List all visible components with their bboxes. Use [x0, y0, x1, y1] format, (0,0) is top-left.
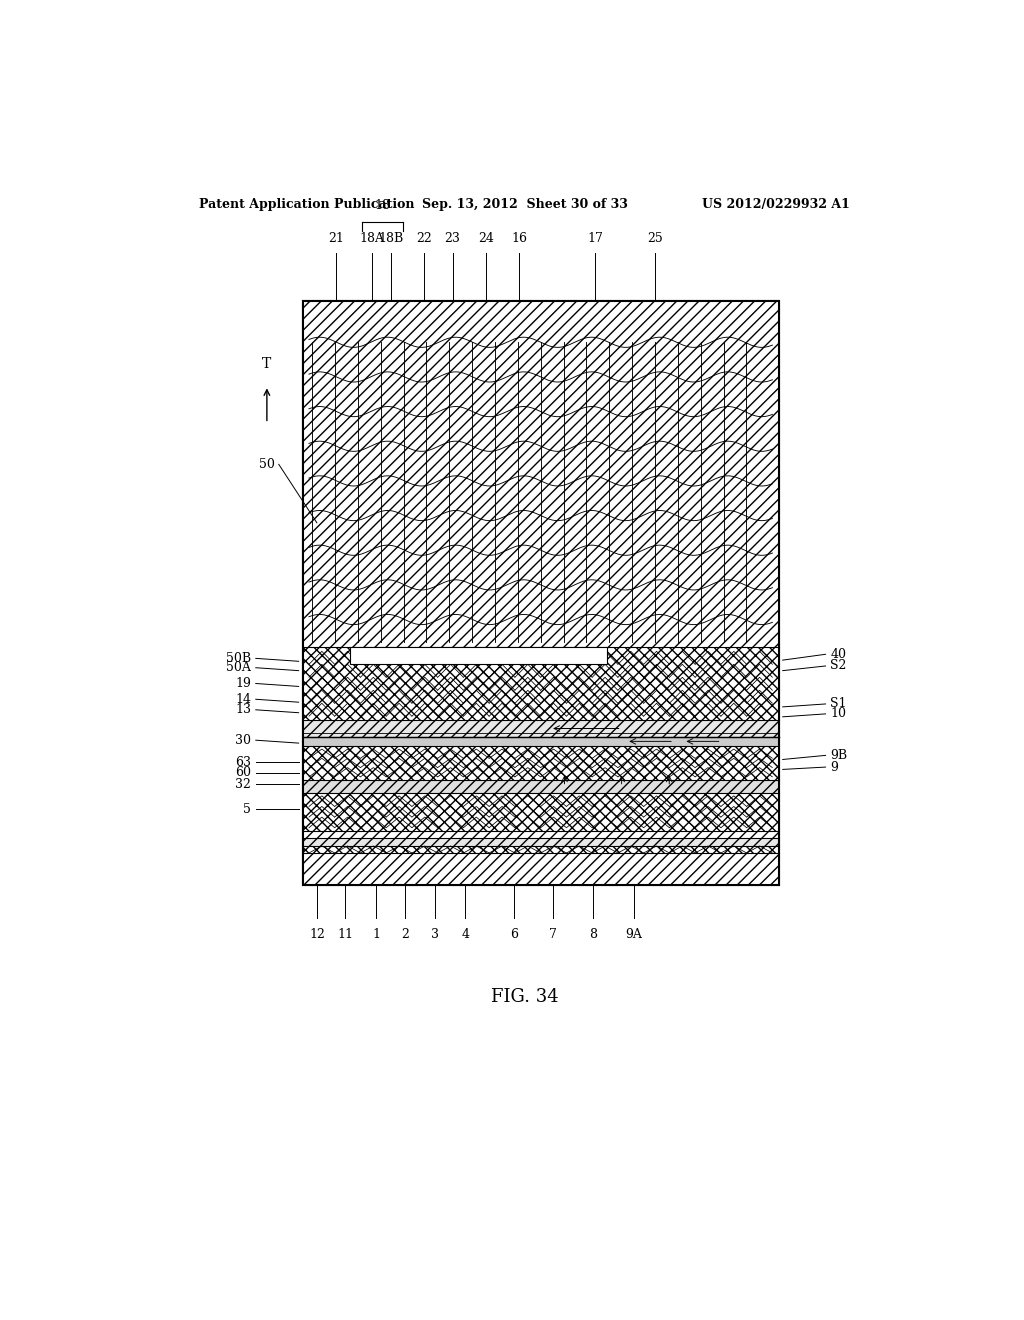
Text: 17: 17 [588, 232, 603, 244]
Text: 21: 21 [328, 232, 344, 244]
Bar [303, 721, 778, 737]
Text: 16: 16 [511, 232, 527, 244]
Text: 50: 50 [259, 458, 274, 471]
Text: 6: 6 [511, 928, 518, 941]
Bar [303, 853, 778, 886]
Text: S1: S1 [830, 697, 847, 710]
Text: 11: 11 [338, 928, 353, 941]
Bar [303, 793, 778, 830]
Text: T: T [262, 358, 271, 371]
Text: 18: 18 [375, 199, 390, 213]
Text: 10: 10 [830, 708, 846, 721]
Bar [303, 301, 778, 886]
Text: 1: 1 [373, 928, 380, 941]
Text: 19: 19 [236, 677, 251, 690]
Text: 9B: 9B [830, 748, 848, 762]
Text: 2: 2 [401, 928, 409, 941]
Text: 18B: 18B [378, 232, 403, 244]
Bar [303, 737, 778, 746]
Text: Sep. 13, 2012  Sheet 30 of 33: Sep. 13, 2012 Sheet 30 of 33 [422, 198, 628, 211]
Text: 22: 22 [416, 232, 432, 244]
Text: 9A: 9A [625, 928, 642, 941]
Text: 7: 7 [549, 928, 556, 941]
Bar [303, 746, 778, 780]
Text: 40: 40 [830, 648, 846, 661]
Text: 60: 60 [234, 767, 251, 779]
Text: 50B: 50B [226, 652, 251, 665]
Text: 14: 14 [234, 693, 251, 706]
Text: 3: 3 [431, 928, 439, 941]
Text: 25: 25 [647, 232, 663, 244]
Text: FIG. 34: FIG. 34 [490, 987, 559, 1006]
Text: 30: 30 [234, 734, 251, 747]
Text: S2: S2 [830, 660, 847, 672]
Text: 9: 9 [830, 760, 839, 774]
Text: 24: 24 [478, 232, 494, 244]
Text: 8: 8 [589, 928, 597, 941]
Bar [303, 846, 778, 853]
Text: 32: 32 [236, 777, 251, 791]
Text: 63: 63 [234, 756, 251, 768]
Text: 23: 23 [444, 232, 461, 244]
Bar [303, 301, 778, 647]
Text: 5: 5 [243, 803, 251, 816]
Bar [303, 830, 778, 838]
Text: 13: 13 [234, 704, 251, 717]
Text: 4: 4 [462, 928, 469, 941]
Text: US 2012/0229932 A1: US 2012/0229932 A1 [702, 198, 850, 211]
Bar [303, 780, 778, 793]
Text: 50A: 50A [226, 661, 251, 675]
Bar [350, 647, 607, 664]
Bar [303, 301, 778, 886]
Text: Patent Application Publication: Patent Application Publication [200, 198, 415, 211]
Bar [303, 838, 778, 846]
Text: 12: 12 [309, 928, 325, 941]
Text: 18A: 18A [359, 232, 384, 244]
Bar [303, 647, 778, 721]
